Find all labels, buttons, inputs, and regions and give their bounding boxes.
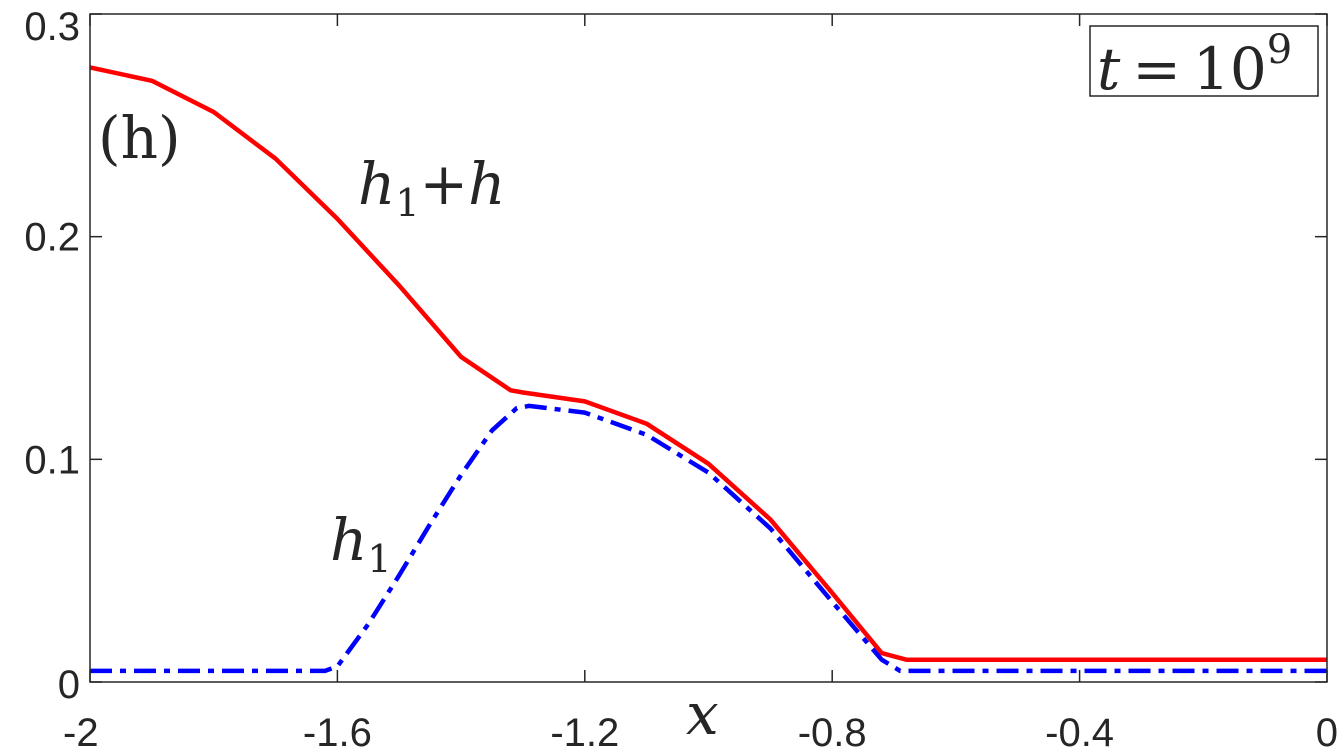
y-tick-label: 0 bbox=[58, 663, 80, 707]
series-label-h1-plus-h-main: h bbox=[358, 150, 395, 218]
y-tick-label: 0.3 bbox=[24, 5, 80, 49]
x-tick-label: -1.6 bbox=[303, 711, 372, 754]
axes-layer: -2 -1.6 -1.2 -0.8 -0.4 0 0 0.1 0.2 0.3 bbox=[24, 5, 1338, 754]
time-box-text: t = 109 bbox=[1097, 27, 1292, 103]
series-label-h1: h1 bbox=[330, 506, 392, 581]
x-tick-label: 0 bbox=[1316, 711, 1338, 754]
time-box-exp: 9 bbox=[1267, 27, 1292, 73]
time-box-lhs: t bbox=[1097, 35, 1121, 103]
plot-frame bbox=[89, 13, 1328, 683]
x-tick-label: -0.8 bbox=[798, 711, 867, 754]
x-tick-label: -0.4 bbox=[1045, 711, 1114, 754]
y-tick-label: 0.1 bbox=[24, 438, 80, 482]
x-axis-label: x bbox=[686, 680, 719, 748]
series-label-h1-plus-h-rest: +h bbox=[420, 150, 506, 218]
series-label-h1-plus-h: h1+h bbox=[358, 150, 506, 225]
y-tick-label: 0.2 bbox=[24, 216, 80, 260]
time-box-base: 10 bbox=[1193, 35, 1267, 103]
series-line-h1-plus-h bbox=[89, 65, 1327, 662]
series-line-h1 bbox=[90, 403, 1327, 674]
series-label-h1-plus-h-sub: 1 bbox=[395, 181, 419, 225]
time-box-border bbox=[1089, 25, 1319, 97]
x-tick-label: -1.2 bbox=[550, 711, 619, 754]
series-label-h1-sub: 1 bbox=[367, 537, 391, 581]
time-box: t = 109 bbox=[1089, 25, 1319, 103]
time-box-eq: = bbox=[1132, 35, 1181, 103]
x-tick-label: -2 bbox=[63, 711, 99, 754]
series-label-h1-main: h bbox=[330, 506, 367, 574]
panel-label: (h) bbox=[98, 104, 181, 172]
series-layer bbox=[89, 65, 1327, 674]
